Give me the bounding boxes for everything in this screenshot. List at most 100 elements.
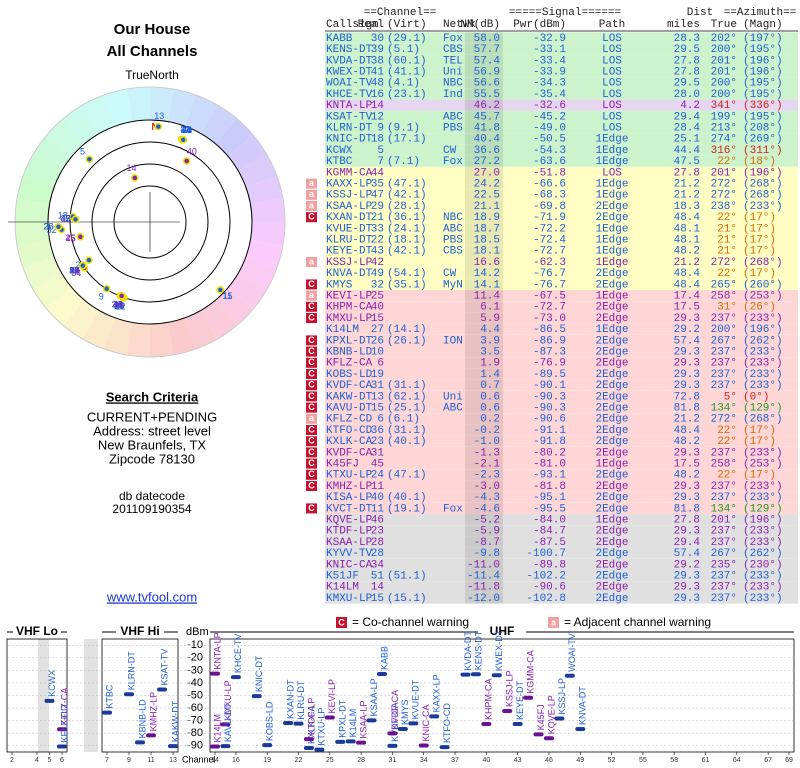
y-tick-label: -60: [187, 702, 203, 714]
signal-label: KGMM-CA: [525, 650, 535, 694]
station-marker: [117, 292, 126, 300]
table-cell: 25: [371, 291, 384, 303]
table-cell: (129°): [743, 403, 783, 415]
station-channel-label: 38: [113, 300, 123, 310]
warning-icon: [306, 313, 317, 323]
column-header: Real: [358, 19, 384, 31]
table-cell: 3.9: [480, 335, 500, 347]
row-background: [325, 312, 798, 324]
column-header: Pwr(dBm): [513, 19, 566, 31]
table-cell: 29.3: [674, 447, 700, 459]
table-cell: (196°): [743, 167, 783, 179]
table-cell: 200°: [711, 324, 737, 336]
signal-bar: [57, 744, 67, 749]
table-cell: 81.8: [674, 403, 700, 415]
table-cell: Uni: [443, 391, 463, 403]
table-cell: 48.1: [674, 235, 701, 247]
warning-symbol: a: [309, 189, 315, 199]
row-background: [325, 290, 798, 302]
table-cell: (233°): [743, 582, 783, 594]
table-cell: (268°): [743, 179, 783, 191]
table-cell: LOS: [602, 44, 622, 56]
warning-icon: [306, 178, 317, 189]
table-cell: 1.9: [480, 358, 500, 370]
signal-bar: [324, 715, 335, 720]
site-link[interactable]: www.tvfool.com: [106, 589, 197, 604]
table-cell: 3.5: [480, 347, 500, 359]
nm-column-shade: [465, 301, 503, 313]
table-cell: -95.1: [533, 492, 566, 504]
row-background: [325, 99, 798, 111]
table-cell: 33: [371, 223, 384, 235]
table-cell: -73.0: [533, 313, 566, 325]
table-cell: CBS: [443, 44, 463, 56]
table-cell: 2Edge: [595, 313, 628, 325]
signal-bar: [512, 722, 523, 727]
table-cell: PBS: [443, 123, 463, 135]
table-cell: 28: [371, 548, 384, 560]
table-cell: (268°): [743, 414, 783, 426]
station-channel-label: 15: [69, 265, 79, 275]
table-cell: 2Edge: [595, 335, 628, 347]
nm-column-shade: [465, 267, 503, 279]
table-cell: 47: [371, 190, 384, 202]
signal-label: WOAI-TV: [567, 633, 577, 672]
warning-icon: [306, 458, 317, 469]
nm-column-shade: [465, 346, 503, 358]
table-cell: 18.5: [474, 235, 500, 247]
table-cell: (268°): [743, 257, 783, 269]
y-tick-label: -30: [187, 664, 203, 676]
table-cell: (26°): [743, 302, 776, 314]
table-cell: -80.2: [533, 447, 566, 459]
table-cell: 2Edge: [595, 425, 628, 437]
table-cell: LOS: [602, 123, 622, 135]
table-cell: -67.5: [533, 291, 566, 303]
table-cell: 2Edge: [595, 470, 628, 482]
table-cell: 29.3: [674, 347, 700, 359]
table-cell: (17°): [743, 436, 776, 448]
table-cell: 28: [371, 537, 384, 549]
table-cell: 23: [371, 526, 384, 538]
table-cell: -71.9: [533, 212, 566, 224]
signal-bar: [135, 740, 145, 745]
nm-column-shade: [465, 312, 503, 324]
table-cell: 201°: [711, 55, 737, 67]
y-tick-label: -80: [187, 727, 203, 739]
station-channel-label: 48: [114, 301, 124, 311]
nm-column-shade: [465, 211, 503, 223]
table-cell: 316°: [711, 145, 737, 157]
table-cell: 6.1: [480, 302, 500, 314]
table-cell: (233°): [743, 347, 783, 359]
signal-label: KSSJ-LP: [557, 678, 567, 715]
signal-bar: [168, 744, 178, 749]
warning-symbol: a: [309, 200, 315, 210]
table-cell: (42.1): [387, 246, 427, 258]
warning-symbol: a: [309, 290, 315, 300]
table-cell: TEL: [443, 55, 463, 67]
station-table: ==Channel== =====Signal====== Dist ==Azimut…: [306, 7, 798, 605]
table-cell: 25.1: [674, 134, 701, 146]
station-channel-label: 45: [66, 233, 76, 243]
table-cell: 237°: [711, 481, 737, 493]
table-cell: 21.2: [674, 257, 700, 269]
table-cell: 1Edge: [595, 257, 628, 269]
station-channel-label: 46: [113, 300, 123, 310]
signal-label: KHPM-CA: [484, 678, 494, 720]
table-cell: 48: [371, 78, 384, 90]
table-cell: KPXL-DT: [326, 335, 373, 347]
x-tick-label: 22: [295, 757, 303, 764]
table-cell: 18.1: [474, 246, 501, 258]
table-cell: 1.4: [480, 369, 500, 381]
table-cell: (17°): [743, 470, 776, 482]
x-tick-label: 55: [639, 757, 647, 764]
table-cell: MyN: [443, 279, 463, 291]
table-cell: (26.1): [387, 335, 427, 347]
nm-column-shade: [465, 514, 503, 526]
page-subtitle: All Channels: [107, 43, 198, 60]
table-cell: (18°): [743, 156, 776, 168]
station-marker: [102, 284, 111, 293]
station-marker: [179, 136, 187, 144]
criteria-title: Search Criteria: [106, 389, 199, 404]
table-cell: -11.0: [467, 559, 500, 571]
